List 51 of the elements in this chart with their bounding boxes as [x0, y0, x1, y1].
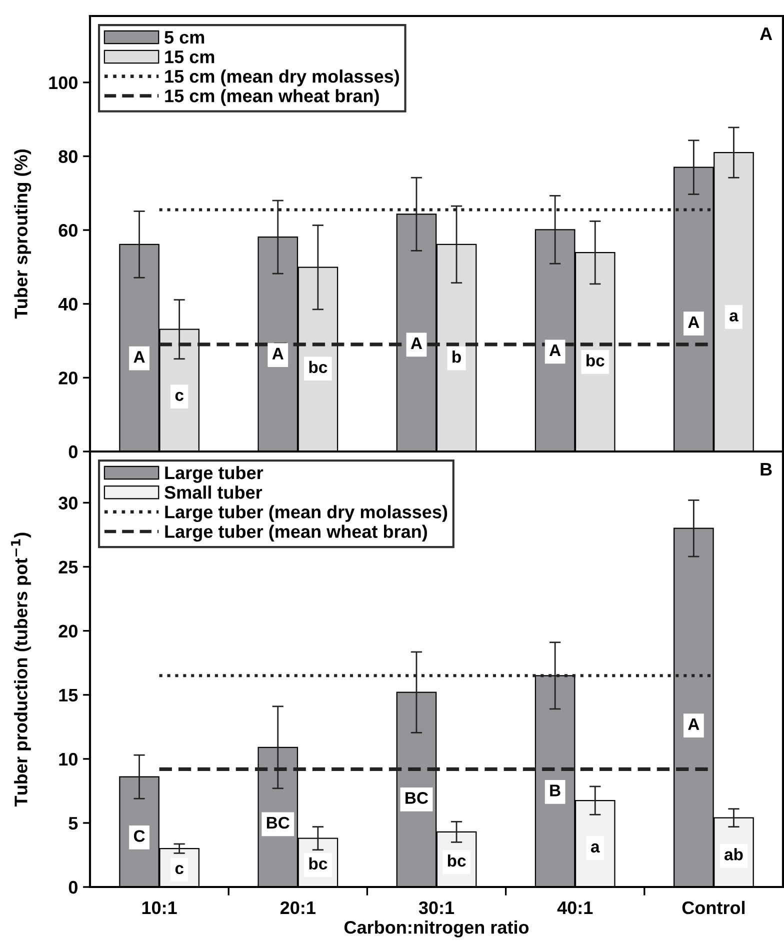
chart-title: B — [760, 463, 772, 476]
data-label: a — [730, 312, 738, 322]
y-tick-label: 25 — [58, 560, 78, 574]
data-label: A — [410, 338, 422, 350]
data-label: BC — [266, 816, 290, 829]
y-tick-label: 60 — [58, 224, 78, 237]
x-tick-label: 40:1 — [557, 901, 593, 914]
y-tick-label: 15 — [59, 688, 78, 702]
data-label: A — [688, 718, 700, 730]
y-tick-label: 0 — [68, 880, 78, 894]
legend-label: Large tuber (mean wheat bran) — [165, 524, 427, 542]
data-label: A — [549, 344, 561, 356]
x-tick-label: 10:1 — [142, 901, 177, 914]
y-tick-label: 30 — [58, 496, 78, 510]
data-label: b — [452, 350, 461, 363]
legend-label: 15 cm (mean dry molasses) — [165, 70, 399, 86]
legend-label: 15 cm — [165, 50, 214, 64]
x-tick-label: 20:1 — [280, 901, 316, 914]
data-label: bc — [309, 360, 328, 374]
y-tick-label: 20 — [58, 624, 78, 638]
y-tick-label: 10 — [59, 752, 78, 766]
y-tick-label: 20 — [58, 372, 78, 384]
data-label: A — [688, 316, 700, 328]
data-label: bc — [586, 354, 604, 366]
legend-label: Large tuber — [165, 466, 264, 483]
data-label: c — [175, 865, 184, 874]
data-label: bc — [448, 854, 466, 867]
data-label: c — [175, 392, 184, 401]
y-tick-label: 40 — [58, 298, 78, 311]
y-tick-label: 5 — [68, 817, 78, 830]
x-tick-label: Control — [682, 900, 745, 914]
data-label: C — [134, 830, 145, 842]
data-label: bc — [309, 857, 328, 870]
data-label: a — [590, 843, 600, 853]
data-label: ab — [724, 848, 743, 860]
x-axis-title: Carbon:nitrogen ratio — [344, 920, 529, 938]
y-axis-title: Tuber production (tubers pot$^{−1}$) — [11, 532, 31, 806]
data-label: B — [550, 784, 560, 796]
y-tick-label: 80 — [58, 150, 78, 163]
chart-title: A — [760, 28, 772, 40]
data-label: A — [272, 348, 284, 360]
data-label: A — [134, 351, 145, 363]
y-axis-title: Tuber sprouting (%) — [14, 150, 32, 319]
legend-label: Small tuber — [164, 486, 262, 499]
legend-label: 15 cm (mean wheat bran) — [165, 89, 379, 106]
data-label: BC — [406, 792, 428, 804]
y-tick-label: 100 — [49, 76, 78, 90]
y-tick-label: 0 — [68, 445, 78, 458]
x-tick-label: 30:1 — [418, 901, 454, 914]
legend-label: Large tuber (mean dry molasses) — [165, 505, 448, 522]
legend-label: 5 cm — [164, 31, 204, 44]
